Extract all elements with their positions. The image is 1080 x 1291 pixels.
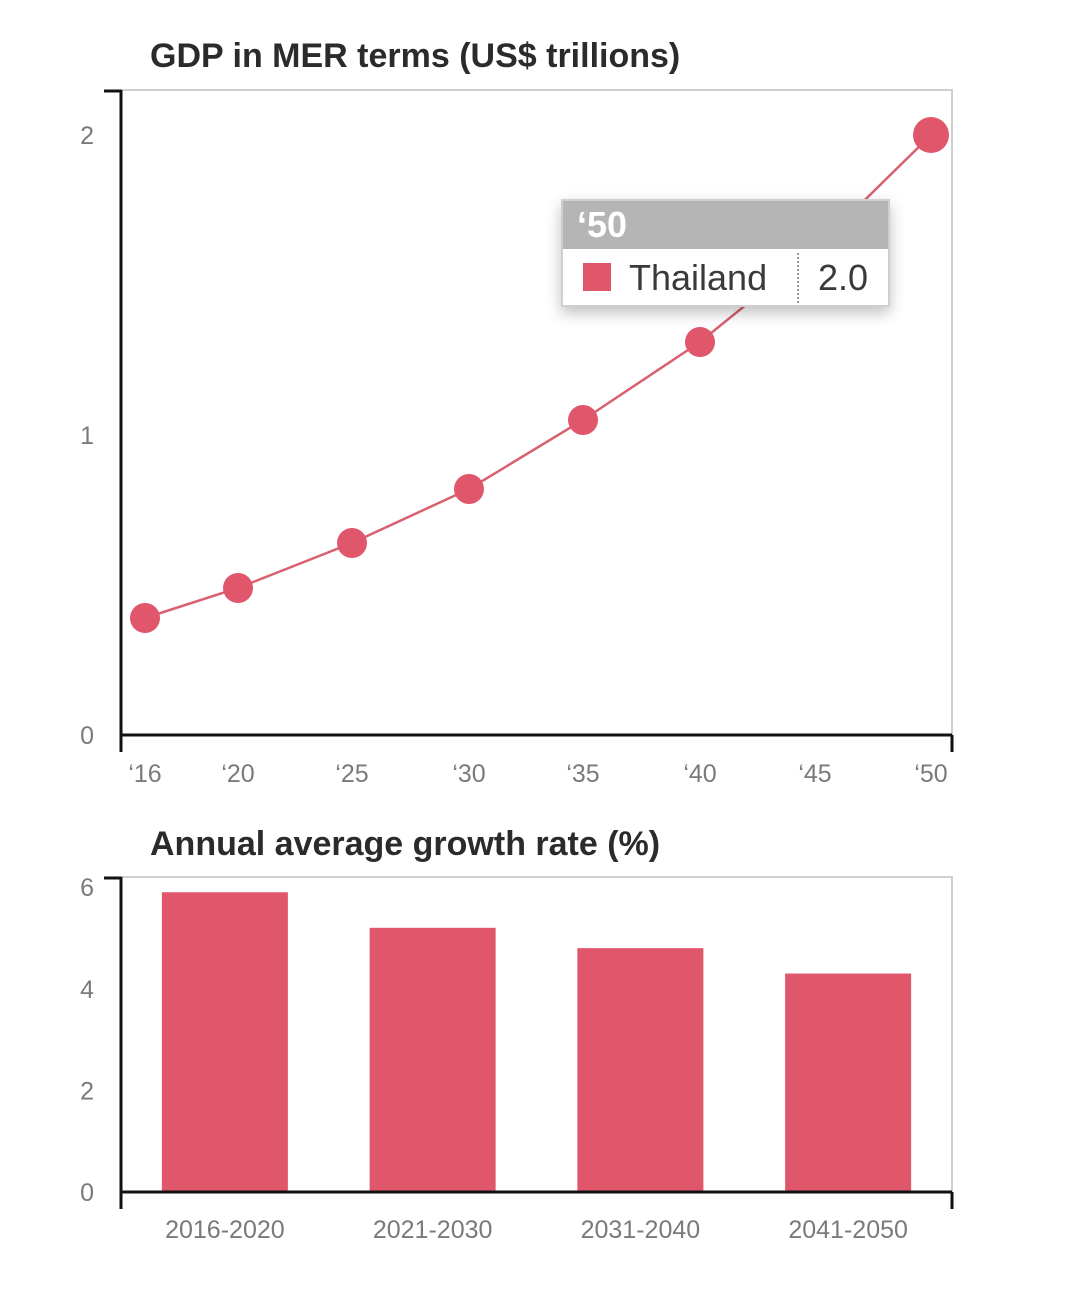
- tooltip-series-name: Thailand: [629, 257, 768, 298]
- gdp-x-tick-label: ‘25: [335, 760, 368, 788]
- gdp-y-ticks: 0 1 2: [80, 122, 94, 750]
- gdp-y-tick-label: 2: [80, 122, 94, 150]
- gdp-x-tick-label: ‘40: [683, 760, 716, 788]
- gdp-line-chart: GDP in MER terms (US$ trillions) 0 1 2 ‘16…: [80, 37, 954, 788]
- growth-x-ticks: 2016-2020 2021-2030 2031-2040 2041-2050: [165, 1216, 908, 1244]
- gdp-tooltip: ‘50 Thailand 2.0: [561, 199, 890, 307]
- growth-y-tick-label: 4: [80, 976, 94, 1004]
- growth-bar-chart: Annual average growth rate (%) 0 2 4 6 2016…: [80, 825, 954, 1244]
- growth-y-tick-label: 6: [80, 874, 94, 902]
- gdp-y-tick-label: 0: [80, 722, 94, 750]
- growth-y-tick-label: 0: [80, 1179, 94, 1207]
- growth-y-ticks: 0 2 4 6: [80, 874, 94, 1207]
- growth-x-tick-label: 2016-2020: [165, 1216, 285, 1244]
- growth-bar[interactable]: [369, 927, 496, 1192]
- gdp-x-tick-label: ‘50: [914, 760, 947, 788]
- gdp-data-point[interactable]: [913, 117, 949, 153]
- tooltip-header: ‘50: [563, 201, 888, 249]
- tooltip-divider: [797, 253, 799, 303]
- gdp-data-point[interactable]: [685, 327, 715, 357]
- growth-bar[interactable]: [785, 973, 912, 1192]
- gdp-y-tick-label: 1: [80, 422, 94, 450]
- growth-bars: [161, 892, 912, 1192]
- growth-x-tick-label: 2041-2050: [788, 1216, 908, 1244]
- tooltip-series-swatch: [583, 263, 611, 291]
- gdp-x-tick-label: ‘45: [798, 760, 831, 788]
- gdp-data-point[interactable]: [337, 528, 367, 558]
- gdp-data-point[interactable]: [223, 573, 253, 603]
- gdp-x-tick-label: ‘35: [566, 760, 599, 788]
- gdp-chart-title: GDP in MER terms (US$ trillions): [150, 37, 680, 75]
- growth-chart-title: Annual average growth rate (%): [150, 825, 660, 863]
- gdp-series-points: [130, 117, 949, 633]
- growth-bar[interactable]: [161, 892, 288, 1192]
- gdp-x-ticks: ‘16 ‘20 ‘25 ‘30 ‘35 ‘40 ‘45 ‘50: [128, 760, 947, 788]
- gdp-x-tick-label: ‘20: [221, 760, 254, 788]
- growth-x-tick-label: 2031-2040: [581, 1216, 701, 1244]
- gdp-data-point[interactable]: [568, 405, 598, 435]
- gdp-data-point[interactable]: [454, 474, 484, 504]
- gdp-data-point[interactable]: [130, 603, 160, 633]
- tooltip-row: Thailand 2.0: [563, 249, 888, 305]
- growth-bar[interactable]: [577, 948, 704, 1192]
- gdp-plot-frame: [120, 89, 953, 736]
- tooltip-series-value: 2.0: [818, 257, 869, 298]
- growth-y-tick-label: 2: [80, 1077, 94, 1105]
- growth-x-tick-label: 2021-2030: [373, 1216, 493, 1244]
- gdp-x-tick-label: ‘30: [452, 760, 485, 788]
- gdp-x-tick-label: ‘16: [128, 760, 161, 788]
